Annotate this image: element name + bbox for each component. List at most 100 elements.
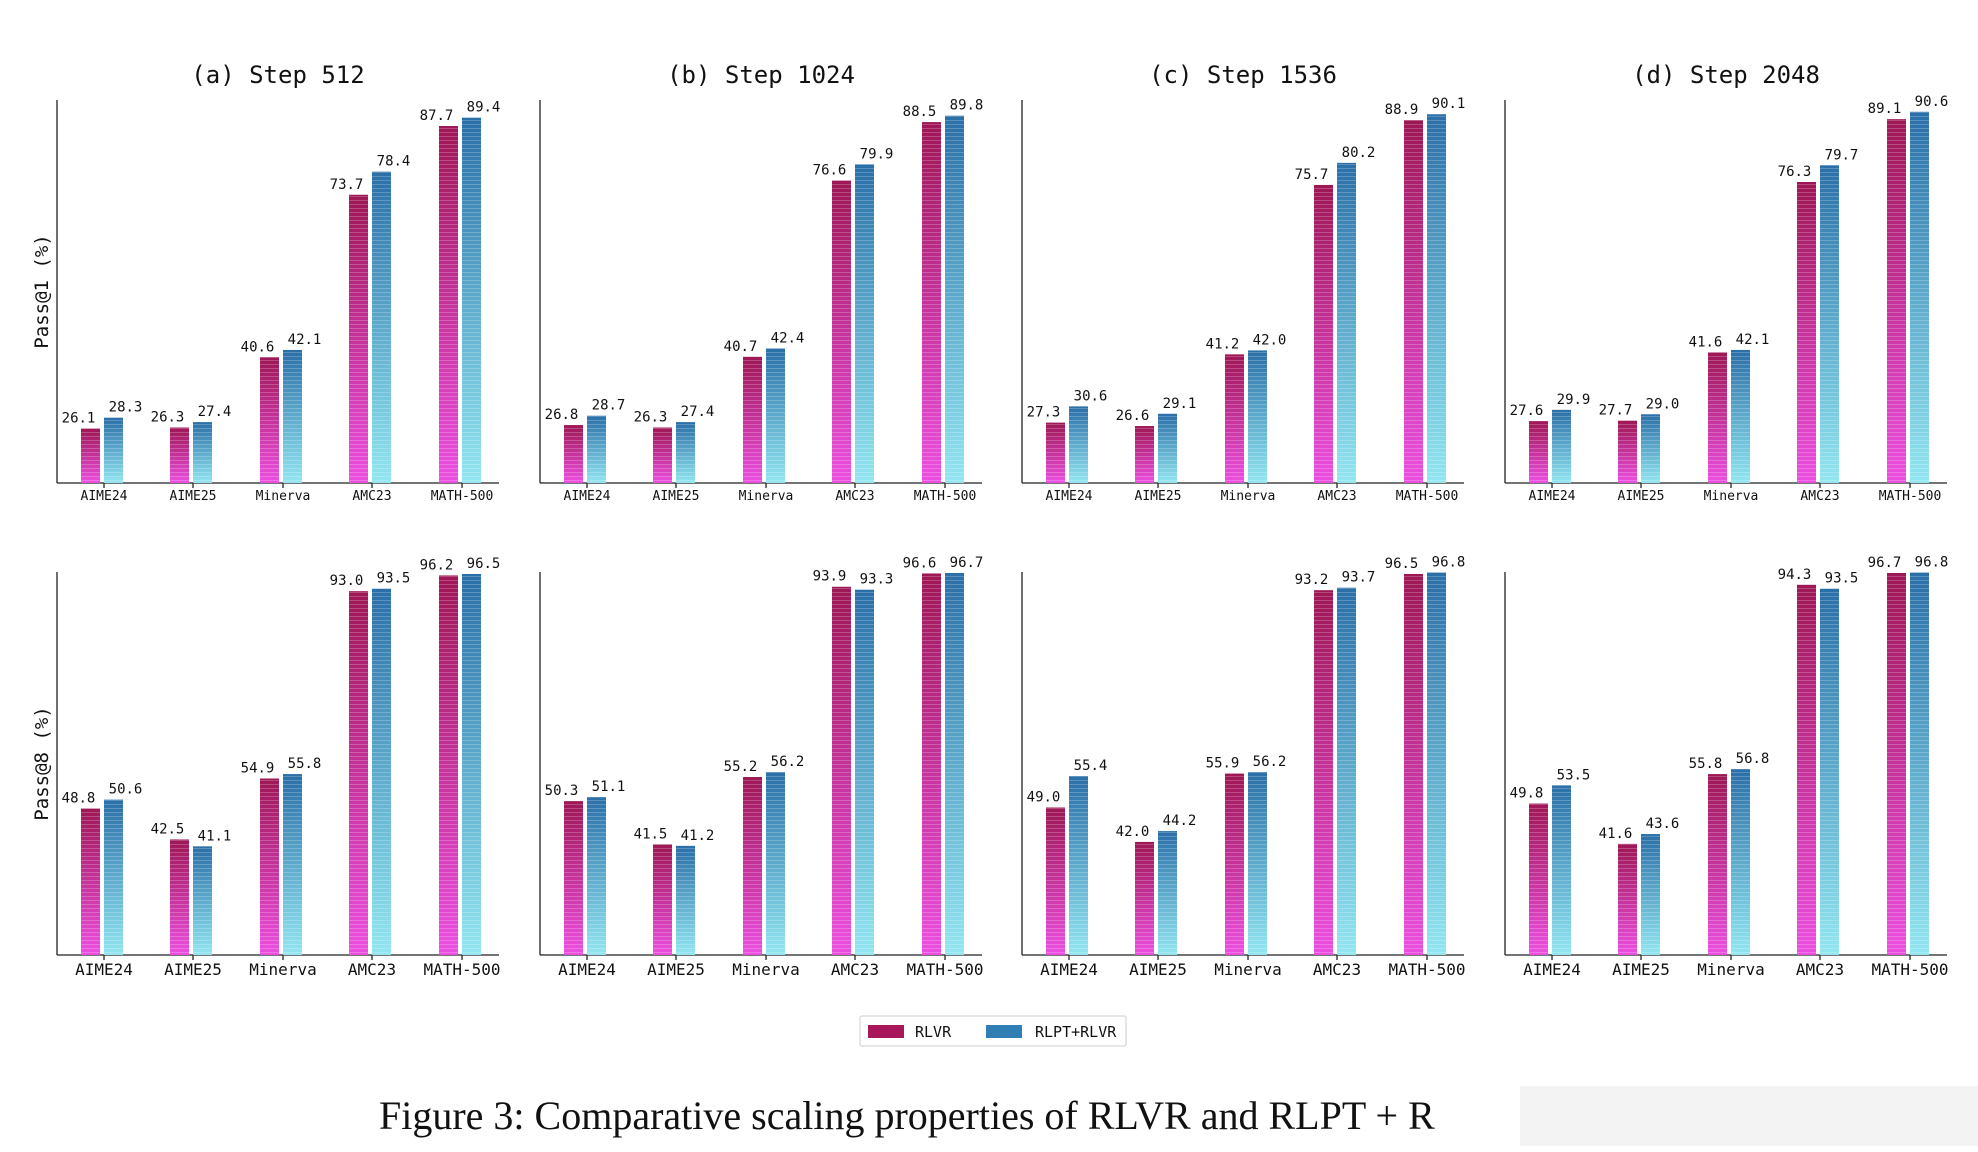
- bar-stripes: [1069, 406, 1088, 483]
- x-tick-label: AMC23: [1317, 489, 1356, 504]
- bar-stripes: [81, 428, 100, 483]
- data-label: 26.6: [1116, 408, 1150, 424]
- panels: (a) Step 512 Pass@1 (%) AIME24 26.1 28.3 AIME…: [31, 61, 1949, 979]
- data-label: 87.7: [420, 108, 454, 124]
- bar-stripes: [855, 164, 874, 484]
- bar-stripes: [193, 422, 212, 483]
- bar-stripes: [1910, 111, 1929, 484]
- data-label: 49.0: [1027, 790, 1061, 806]
- data-label: 96.7: [950, 555, 984, 571]
- data-label: 56.8: [1736, 751, 1770, 767]
- bar-stripes: [260, 778, 279, 955]
- data-label: 29.9: [1557, 392, 1591, 408]
- data-label: 73.7: [330, 177, 364, 193]
- caption-overlay: [1520, 1086, 1978, 1146]
- bar-stripes: [1708, 352, 1727, 483]
- bar-stripes: [1910, 572, 1929, 955]
- data-label: 88.5: [903, 104, 937, 120]
- y-axis-label: Pass@1 (%): [31, 234, 53, 348]
- data-label: 93.5: [377, 571, 411, 587]
- bar-stripes: [81, 808, 100, 955]
- x-tick-label: Minerva: [256, 489, 311, 504]
- bar-stripes: [193, 846, 212, 955]
- data-label: 55.9: [1206, 756, 1240, 772]
- x-tick-label: AIME24: [1529, 489, 1576, 504]
- bar-stripes: [1427, 114, 1446, 483]
- x-tick-label: MATH-500: [1879, 489, 1942, 504]
- bar-stripes: [1820, 165, 1839, 484]
- bar-stripes: [1135, 841, 1154, 955]
- bar-stripes: [1404, 573, 1423, 955]
- bar-stripes: [372, 588, 391, 955]
- data-label: 78.4: [377, 154, 411, 170]
- data-label: 54.9: [241, 760, 275, 776]
- bar-stripes: [1314, 590, 1333, 955]
- data-label: 28.3: [109, 400, 143, 416]
- panel-4: (d) Step 2048 AIME24 27.6 29.9 AIME25 27.7 29.…: [1504, 61, 1949, 504]
- bar-stripes: [564, 425, 583, 483]
- bar-stripes: [1158, 831, 1177, 955]
- x-tick-label: AMC23: [831, 960, 879, 979]
- bar-stripes: [283, 774, 302, 955]
- data-label: 93.2: [1295, 572, 1329, 588]
- bar-stripes: [676, 422, 695, 483]
- x-tick-label: MATH-500: [431, 489, 494, 504]
- bar-stripes: [1641, 834, 1660, 955]
- x-tick-label: AIME25: [1612, 960, 1670, 979]
- bar-stripes: [1797, 584, 1816, 955]
- bar-stripes: [1618, 420, 1637, 483]
- data-label: 27.3: [1027, 405, 1061, 421]
- x-tick-label: AIME24: [75, 960, 133, 979]
- data-label: 93.7: [1342, 570, 1376, 586]
- bar-stripes: [1529, 803, 1548, 955]
- bar-stripes: [587, 797, 606, 955]
- x-tick-label: AIME24: [1046, 489, 1093, 504]
- data-label: 26.1: [62, 410, 96, 426]
- data-label: 42.0: [1253, 332, 1287, 348]
- x-tick-label: MATH-500: [906, 960, 983, 979]
- data-label: 50.6: [109, 782, 143, 798]
- data-label: 50.3: [545, 783, 579, 799]
- x-tick-label: AMC23: [1796, 960, 1844, 979]
- data-label: 56.2: [771, 754, 805, 770]
- data-label: 55.2: [724, 759, 758, 775]
- data-label: 89.8: [950, 98, 984, 114]
- x-tick-label: AIME25: [1129, 960, 1187, 979]
- panel-title: (a) Step 512: [191, 61, 364, 89]
- bar-stripes: [1552, 409, 1571, 483]
- x-tick-label: AIME25: [170, 489, 217, 504]
- data-label: 76.3: [1778, 164, 1812, 180]
- x-tick-label: MATH-500: [1396, 489, 1459, 504]
- data-label: 51.1: [592, 779, 626, 795]
- bar-stripes: [1225, 354, 1244, 483]
- data-label: 41.2: [1206, 336, 1240, 352]
- bar-stripes: [653, 844, 672, 955]
- data-label: 56.2: [1253, 754, 1287, 770]
- bar-stripes: [1337, 587, 1356, 955]
- data-label: 96.8: [1915, 554, 1949, 570]
- data-label: 42.1: [1736, 332, 1770, 348]
- data-label: 93.3: [860, 572, 894, 588]
- x-tick-label: AIME25: [164, 960, 222, 979]
- bar-stripes: [1820, 588, 1839, 955]
- bar-stripes: [349, 194, 368, 483]
- data-label: 89.4: [467, 100, 501, 116]
- x-tick-label: Minerva: [739, 489, 794, 504]
- x-tick-label: MATH-500: [423, 960, 500, 979]
- data-label: 96.6: [903, 555, 937, 571]
- bar-stripes: [922, 122, 941, 483]
- data-label: 88.9: [1385, 102, 1419, 118]
- bar-stripes: [1641, 414, 1660, 483]
- data-label: 76.6: [813, 163, 847, 179]
- data-label: 90.6: [1915, 94, 1949, 110]
- x-tick-label: MATH-500: [1388, 960, 1465, 979]
- data-label: 40.7: [724, 339, 758, 355]
- bar-stripes: [945, 572, 964, 955]
- bar-stripes: [1158, 413, 1177, 483]
- bar-stripes: [1618, 843, 1637, 955]
- x-tick-label: Minerva: [249, 960, 316, 979]
- bar-stripes: [462, 117, 481, 483]
- bar-stripes: [766, 348, 785, 483]
- data-label: 80.2: [1342, 145, 1376, 161]
- panel-title: (d) Step 2048: [1632, 61, 1820, 89]
